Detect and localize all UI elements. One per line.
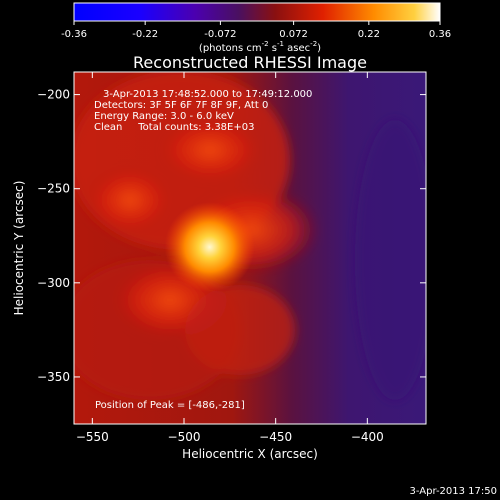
colorbar-tick-label: 0.22: [358, 29, 380, 40]
chart-title: Reconstructed RHESSI Image: [133, 53, 367, 72]
colorbar-tick-label: -0.072: [204, 29, 236, 40]
colorbar-tick-label: -0.36: [61, 29, 87, 40]
plot-frame: [73, 71, 427, 425]
y-axis-label: Heliocentric Y (arcsec): [12, 181, 26, 316]
x-tick-label: −450: [259, 430, 292, 444]
x-tick-label: −550: [76, 430, 109, 444]
x-axis-ticks: −550 −500 −450 −400: [76, 72, 384, 444]
annotation-line: Energy Range: 3.0 - 6.0 keV: [94, 111, 234, 122]
x-tick-label: −500: [168, 430, 201, 444]
x-tick-label: −400: [351, 430, 384, 444]
colorbar-tick-label: -0.22: [132, 29, 158, 40]
colorbar-tick-label: 0.072: [279, 29, 308, 40]
footer-timestamp: 3-Apr-2013 17:50: [410, 486, 497, 497]
y-tick-label: −200: [37, 88, 70, 102]
y-tick-label: −300: [37, 276, 70, 290]
annotations: 3-Apr-2013 17:48:52.000 to 17:49:12.000D…: [94, 89, 312, 133]
heatmap-image: [74, 72, 426, 424]
colorbar: -0.36 -0.22 -0.072 0.072 0.22 0.36 (photons c…: [61, 2, 451, 54]
peak-position-label: Position of Peak = [-486,-281]: [95, 400, 245, 411]
colorbar-unit: (photons cm-2 s-1 asec-2): [199, 40, 321, 54]
annotation-line: 3-Apr-2013 17:48:52.000 to 17:49:12.000: [103, 89, 312, 100]
y-axis-ticks: −200 −250 −300 −350: [37, 88, 426, 384]
colorbar-gradient: [73, 2, 441, 22]
colorbar-ticks: -0.36 -0.22 -0.072 0.072 0.22 0.36: [61, 21, 451, 40]
emission-peak: [164, 202, 255, 293]
y-tick-label: −250: [37, 182, 70, 196]
y-tick-label: −350: [37, 370, 70, 384]
x-axis-label: Heliocentric X (arcsec): [182, 447, 318, 461]
annotation-line: Clean Total counts: 3.38E+03: [94, 122, 254, 133]
annotation-line: Detectors: 3F 5F 6F 7F 8F 9F, Att 0: [94, 100, 268, 111]
colorbar-tick-label: 0.36: [429, 29, 451, 40]
